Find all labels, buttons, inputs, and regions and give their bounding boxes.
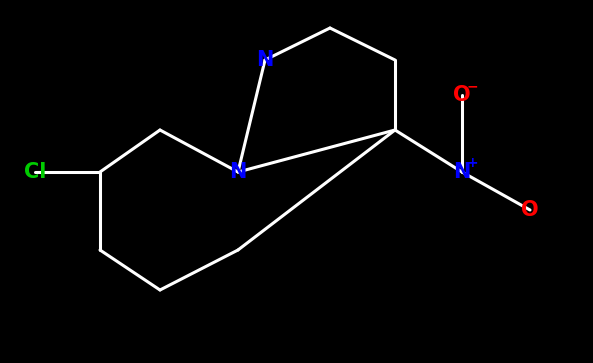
Text: Cl: Cl <box>24 162 46 182</box>
Text: +: + <box>466 156 478 170</box>
Text: −: − <box>466 79 478 93</box>
Text: O: O <box>453 85 471 105</box>
Text: N: N <box>256 50 274 70</box>
Text: O: O <box>521 200 539 220</box>
Text: N: N <box>453 162 471 182</box>
Text: N: N <box>229 162 247 182</box>
